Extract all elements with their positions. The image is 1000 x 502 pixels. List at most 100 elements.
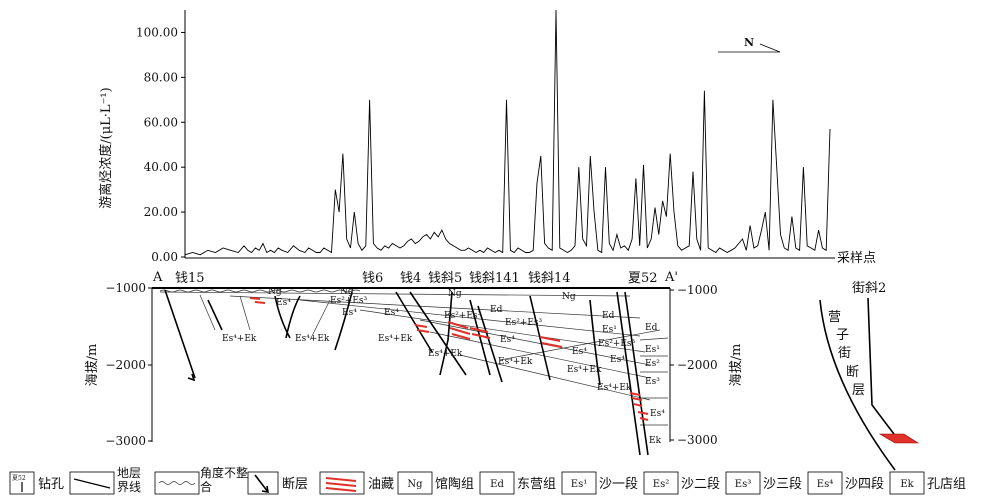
svg-text:断: 断 bbox=[846, 365, 859, 380]
well-label-q6: 钱6 bbox=[362, 271, 383, 286]
svg-text:Ng: Ng bbox=[268, 287, 282, 297]
stratum-boundaries bbox=[159, 291, 669, 426]
svg-text:Ed: Ed bbox=[602, 311, 615, 321]
well-label-qx14: 钱斜14 bbox=[528, 271, 571, 286]
svg-text:Ed: Ed bbox=[645, 323, 658, 333]
legend-item-unconformity: 角度不整合 bbox=[154, 466, 248, 495]
svg-text:Es⁴+Ek: Es⁴+Ek bbox=[295, 334, 330, 344]
svg-text:子: 子 bbox=[836, 328, 849, 343]
legend-item-es: Es² 沙二段 bbox=[643, 471, 720, 495]
left-tick-2000: −2000 bbox=[105, 358, 146, 372]
formation-labels: Ng Ng Ng Ng Es⁴ Es²+Es³ Es⁴ Es⁴ Es²+Es³ … bbox=[222, 287, 665, 446]
y-tick-label: 60.00 bbox=[144, 115, 178, 129]
svg-text:沙二段: 沙二段 bbox=[681, 477, 720, 492]
legend-item-ek: Ek 孔店组 bbox=[889, 471, 966, 495]
svg-text:沙一段: 沙一段 bbox=[599, 477, 638, 492]
x-axis-label: 采样点 bbox=[837, 251, 876, 266]
right-tick-2000: −2000 bbox=[677, 358, 718, 372]
north-label: N bbox=[744, 36, 754, 49]
unconformity-line bbox=[159, 289, 361, 293]
svg-text:Es⁴+Ek: Es⁴+Ek bbox=[222, 334, 257, 344]
side-fault-label: 营 子 街 断 层 bbox=[828, 310, 865, 398]
y-tick-label: 80.00 bbox=[144, 70, 178, 84]
right-axis-label: 海拔/m bbox=[729, 344, 744, 387]
svg-text:Es⁴+Ek: Es⁴+Ek bbox=[428, 349, 463, 359]
svg-text:Es¹: Es¹ bbox=[645, 345, 660, 355]
well-label-x52: 夏52 bbox=[628, 271, 658, 286]
svg-text:层: 层 bbox=[852, 383, 865, 398]
legend-item-fault: 断层 bbox=[247, 471, 308, 495]
legend-formations: Ng 馆陶组 Ed 东营组 Es¹ 沙一段 Es² 沙二段 Es³ 沙三段 Es⁴ 沙四段 Ek 孔店组 bbox=[397, 471, 966, 495]
svg-text:钻孔: 钻孔 bbox=[38, 477, 64, 492]
svg-text:沙三段: 沙三段 bbox=[763, 477, 802, 492]
right-tick-1000: −1000 bbox=[677, 283, 718, 297]
cross-section: A A' 钱15 钱6 钱4 钱斜5 钱斜141 钱斜14 夏52 −1000 … bbox=[85, 270, 920, 471]
svg-text:东营组: 东营组 bbox=[517, 477, 556, 492]
well-label-qx141: 钱斜141 bbox=[469, 271, 520, 286]
legend-item-es: Es¹ 沙一段 bbox=[561, 471, 638, 495]
section-end-left: A bbox=[152, 270, 163, 285]
svg-text:Ng: Ng bbox=[340, 287, 354, 297]
svg-text:Es⁴+Ek: Es⁴+Ek bbox=[567, 365, 602, 375]
faults bbox=[164, 289, 649, 456]
svg-text:油藏: 油藏 bbox=[368, 477, 394, 492]
y-tick-label: 40.00 bbox=[144, 160, 178, 174]
svg-text:Ng: Ng bbox=[562, 292, 576, 302]
svg-text:Es⁴+Ek: Es⁴+Ek bbox=[597, 383, 632, 393]
legend-item-boundary: 地层界线 bbox=[69, 466, 141, 495]
concentration-chart: 100.00 80.00 60.00 40.00 20.00 0.00 游离烃浓度/(μL… bbox=[98, 9, 876, 266]
svg-text:Es²: Es² bbox=[653, 479, 669, 490]
svg-text:Es²+Es³: Es²+Es³ bbox=[330, 296, 368, 306]
svg-text:Es²+Es³: Es²+Es³ bbox=[505, 318, 543, 328]
well-label-qx5: 钱斜5 bbox=[428, 271, 462, 286]
well-label-q15: 钱15 bbox=[175, 271, 205, 286]
y-tick-label: 0.00 bbox=[151, 250, 178, 264]
legend: 夏52 钻孔 地层界线 角度不整合 断层 bbox=[9, 466, 966, 495]
svg-text:Es⁴+Ek: Es⁴+Ek bbox=[378, 334, 413, 344]
y-tick-label: 20.00 bbox=[144, 205, 178, 219]
svg-text:夏52: 夏52 bbox=[12, 475, 26, 482]
svg-text:Ek: Ek bbox=[649, 436, 662, 446]
side-oil-reservoir bbox=[878, 433, 920, 444]
svg-text:Es³: Es³ bbox=[735, 479, 751, 490]
svg-text:断层: 断层 bbox=[282, 477, 308, 492]
legend-item-oil: 油藏 bbox=[319, 471, 394, 495]
svg-text:Ek: Ek bbox=[900, 479, 914, 490]
left-axis-label: 海拔/m bbox=[85, 344, 100, 387]
svg-text:营: 营 bbox=[828, 310, 841, 325]
legend-item-es: Es⁴ 沙四段 bbox=[807, 471, 884, 495]
well-label-q4: 钱4 bbox=[400, 271, 421, 286]
svg-text:Es⁴: Es⁴ bbox=[500, 335, 515, 345]
legend-item-ed: Ed 东营组 bbox=[479, 471, 556, 495]
svg-text:Es⁴: Es⁴ bbox=[384, 308, 399, 318]
svg-text:Es¹: Es¹ bbox=[602, 325, 617, 335]
left-tick-3000: −3000 bbox=[105, 434, 146, 448]
svg-text:Ng: Ng bbox=[407, 479, 423, 490]
left-tick-1000: −1000 bbox=[105, 281, 146, 295]
svg-text:Es⁴: Es⁴ bbox=[817, 479, 833, 490]
svg-text:Es²+Es³: Es²+Es³ bbox=[444, 311, 482, 321]
svg-text:Ng: Ng bbox=[448, 289, 462, 299]
legend-item-well: 夏52 钻孔 bbox=[9, 471, 64, 495]
y-tick-label: 100.00 bbox=[136, 25, 178, 39]
y-ticks: 100.00 80.00 60.00 40.00 20.00 0.00 bbox=[136, 25, 185, 264]
legend-item-es: Es³ 沙三段 bbox=[725, 471, 802, 495]
legend-item-ng: Ng 馆陶组 bbox=[397, 471, 474, 495]
svg-text:Es⁴: Es⁴ bbox=[342, 308, 357, 318]
svg-text:孔店组: 孔店组 bbox=[927, 477, 966, 492]
svg-text:Ed: Ed bbox=[490, 479, 504, 490]
svg-text:Es⁴: Es⁴ bbox=[650, 409, 665, 419]
svg-text:Ed: Ed bbox=[490, 305, 503, 315]
svg-text:Es²+Es³: Es²+Es³ bbox=[598, 339, 636, 349]
svg-text:沙四段: 沙四段 bbox=[845, 477, 884, 492]
svg-text:馆陶组: 馆陶组 bbox=[435, 476, 474, 492]
concentration-series-line bbox=[184, 9, 831, 256]
svg-text:Es⁴: Es⁴ bbox=[610, 355, 625, 365]
side-well-label: 街斜2 bbox=[852, 281, 886, 296]
north-arrow-icon: N bbox=[718, 36, 781, 53]
right-tick-3000: −3000 bbox=[677, 433, 718, 447]
side-section: 街斜2 营 子 街 断 层 bbox=[819, 281, 920, 471]
svg-text:Es⁴: Es⁴ bbox=[572, 347, 587, 357]
svg-text:Es¹: Es¹ bbox=[571, 479, 587, 490]
